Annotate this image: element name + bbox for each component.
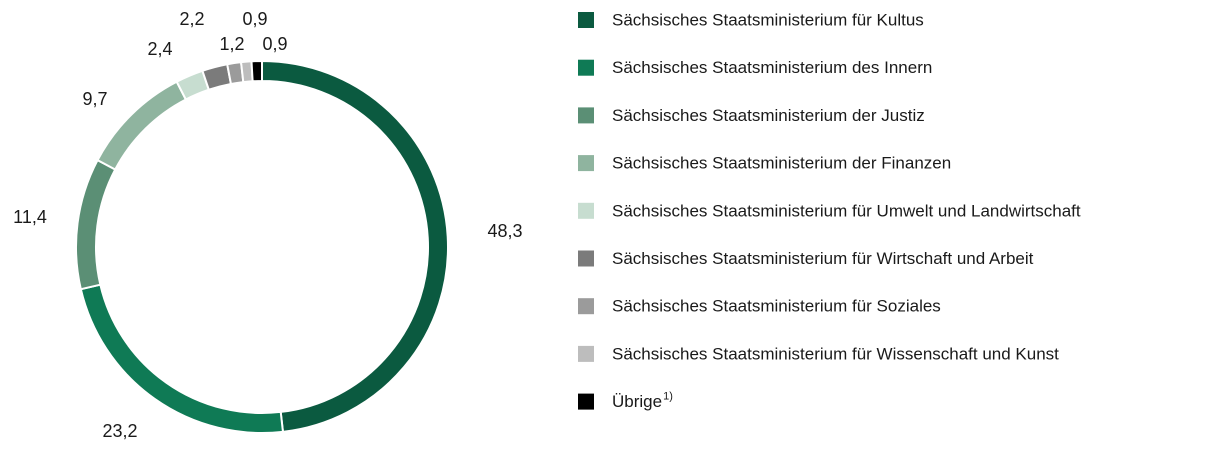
legend-swatch xyxy=(578,202,594,219)
donut-segment xyxy=(261,59,449,433)
value-label: 2,2 xyxy=(179,9,204,29)
value-label: 11,4 xyxy=(13,207,47,227)
value-label: 9,7 xyxy=(82,89,107,109)
legend-label: Sächsisches Staatsministerium der Justiz xyxy=(612,106,925,125)
legend-swatch xyxy=(578,155,594,172)
legend-label: Sächsisches Staatsministerium der Finanz… xyxy=(612,154,951,173)
legend-swatch xyxy=(578,59,594,76)
donut-segment xyxy=(250,59,263,83)
donut-segment xyxy=(201,63,233,92)
legend-label: Sächsisches Staatsministerium für Umwelt… xyxy=(612,201,1081,220)
donut-segment xyxy=(96,80,188,171)
donut-segment xyxy=(75,158,117,291)
legend-label: Sächsisches Staatsministerium für Sozial… xyxy=(612,297,941,316)
legend-swatch xyxy=(578,250,594,267)
legend-swatch xyxy=(578,107,594,124)
value-label: 1,2 xyxy=(219,34,244,54)
value-label: 0,9 xyxy=(242,9,267,29)
value-label: 2,4 xyxy=(147,39,172,59)
legend-swatch xyxy=(578,345,594,362)
value-label: 23,2 xyxy=(102,421,137,441)
legend-swatch xyxy=(578,393,594,410)
legend-label: Sächsisches Staatsministerium für Wissen… xyxy=(612,344,1059,363)
legend-label: Übrige xyxy=(612,392,662,411)
legend-label: Sächsisches Staatsministerium für Kultus xyxy=(612,10,924,29)
legend-swatch xyxy=(578,298,594,315)
legend-swatch xyxy=(578,12,594,28)
legend-label: Sächsisches Staatsministerium für Wirtsc… xyxy=(612,249,1034,268)
value-label: 48,3 xyxy=(487,221,522,241)
donut-segment xyxy=(79,283,285,434)
legend-label: Sächsisches Staatsministerium des Innern xyxy=(612,58,932,77)
footnote-mark: 1) xyxy=(663,391,673,403)
value-label: 0,9 xyxy=(262,34,287,54)
